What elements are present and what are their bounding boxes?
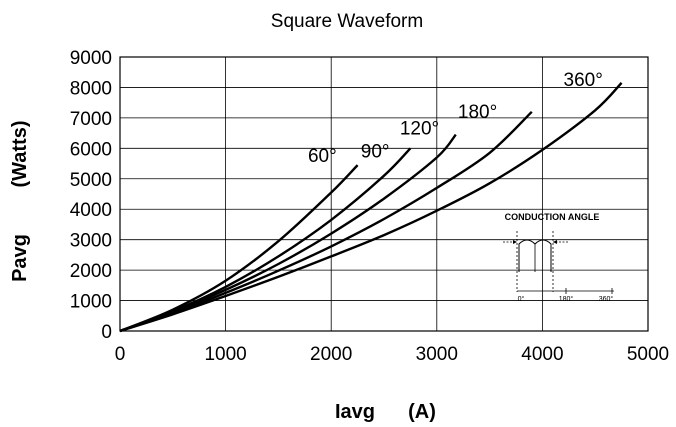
series-label: 120° bbox=[400, 119, 439, 140]
y-tick-label: 3000 bbox=[70, 231, 112, 252]
series-line bbox=[119, 133, 457, 333]
y-tick-label: 8000 bbox=[70, 78, 112, 99]
curves bbox=[119, 82, 623, 333]
x-tick-label: 3000 bbox=[416, 344, 458, 365]
grid bbox=[119, 56, 649, 332]
x-tick-label: 4000 bbox=[521, 344, 563, 365]
series-line bbox=[119, 164, 359, 333]
x-tick-label: 5000 bbox=[627, 344, 669, 365]
x-axis-title: Iavg (A) bbox=[335, 401, 436, 423]
y-tick-label: 1000 bbox=[70, 292, 112, 313]
y-tick-label: 7000 bbox=[70, 109, 112, 130]
x-tick-label: 1000 bbox=[204, 344, 246, 365]
chart-title: Square Waveform bbox=[271, 11, 423, 32]
plot-area bbox=[119, 56, 649, 332]
series-label: 60° bbox=[308, 146, 337, 167]
y-tick-label: 6000 bbox=[70, 139, 112, 160]
y-tick-label: 0 bbox=[101, 322, 112, 343]
y-tick-label: 2000 bbox=[70, 261, 112, 282]
y-axis-label: Pavg bbox=[9, 234, 31, 282]
x-tick-label: 0 bbox=[115, 344, 126, 365]
inset-arrowhead-left bbox=[513, 240, 517, 244]
series-line bbox=[119, 82, 623, 333]
inset-title: CONDUCTION ANGLE bbox=[505, 212, 600, 222]
inset-tick-label-360: 360° bbox=[599, 295, 614, 303]
x-axis-label: Iavg bbox=[335, 401, 375, 423]
curve-labels: 60° 90° 120° 180° 360° bbox=[308, 70, 603, 167]
x-axis-unit: (A) bbox=[408, 401, 436, 423]
y-tick-label: 9000 bbox=[70, 48, 112, 69]
series-line bbox=[119, 110, 533, 333]
inset-arrowhead-right bbox=[553, 240, 557, 244]
series-label: 360° bbox=[564, 70, 603, 91]
x-tick-label: 2000 bbox=[310, 344, 352, 365]
series-label: 180° bbox=[458, 102, 497, 123]
conduction-angle-inset: CONDUCTION ANGLE 0° 180° 360° bbox=[503, 212, 614, 303]
y-axis-unit: (Watts) bbox=[9, 120, 31, 187]
inset-tick-label-180: 180° bbox=[559, 295, 574, 303]
series-label: 90° bbox=[361, 141, 390, 162]
y-tick-label: 4000 bbox=[70, 200, 112, 221]
tick-labels: 0 1000 2000 3000 4000 5000 0 1000 2000 3000 4000 50… bbox=[70, 48, 669, 365]
y-axis-title: Pavg (Watts) bbox=[9, 120, 31, 281]
inset-tick-label-0: 0° bbox=[518, 295, 525, 303]
y-tick-label: 5000 bbox=[70, 170, 112, 191]
